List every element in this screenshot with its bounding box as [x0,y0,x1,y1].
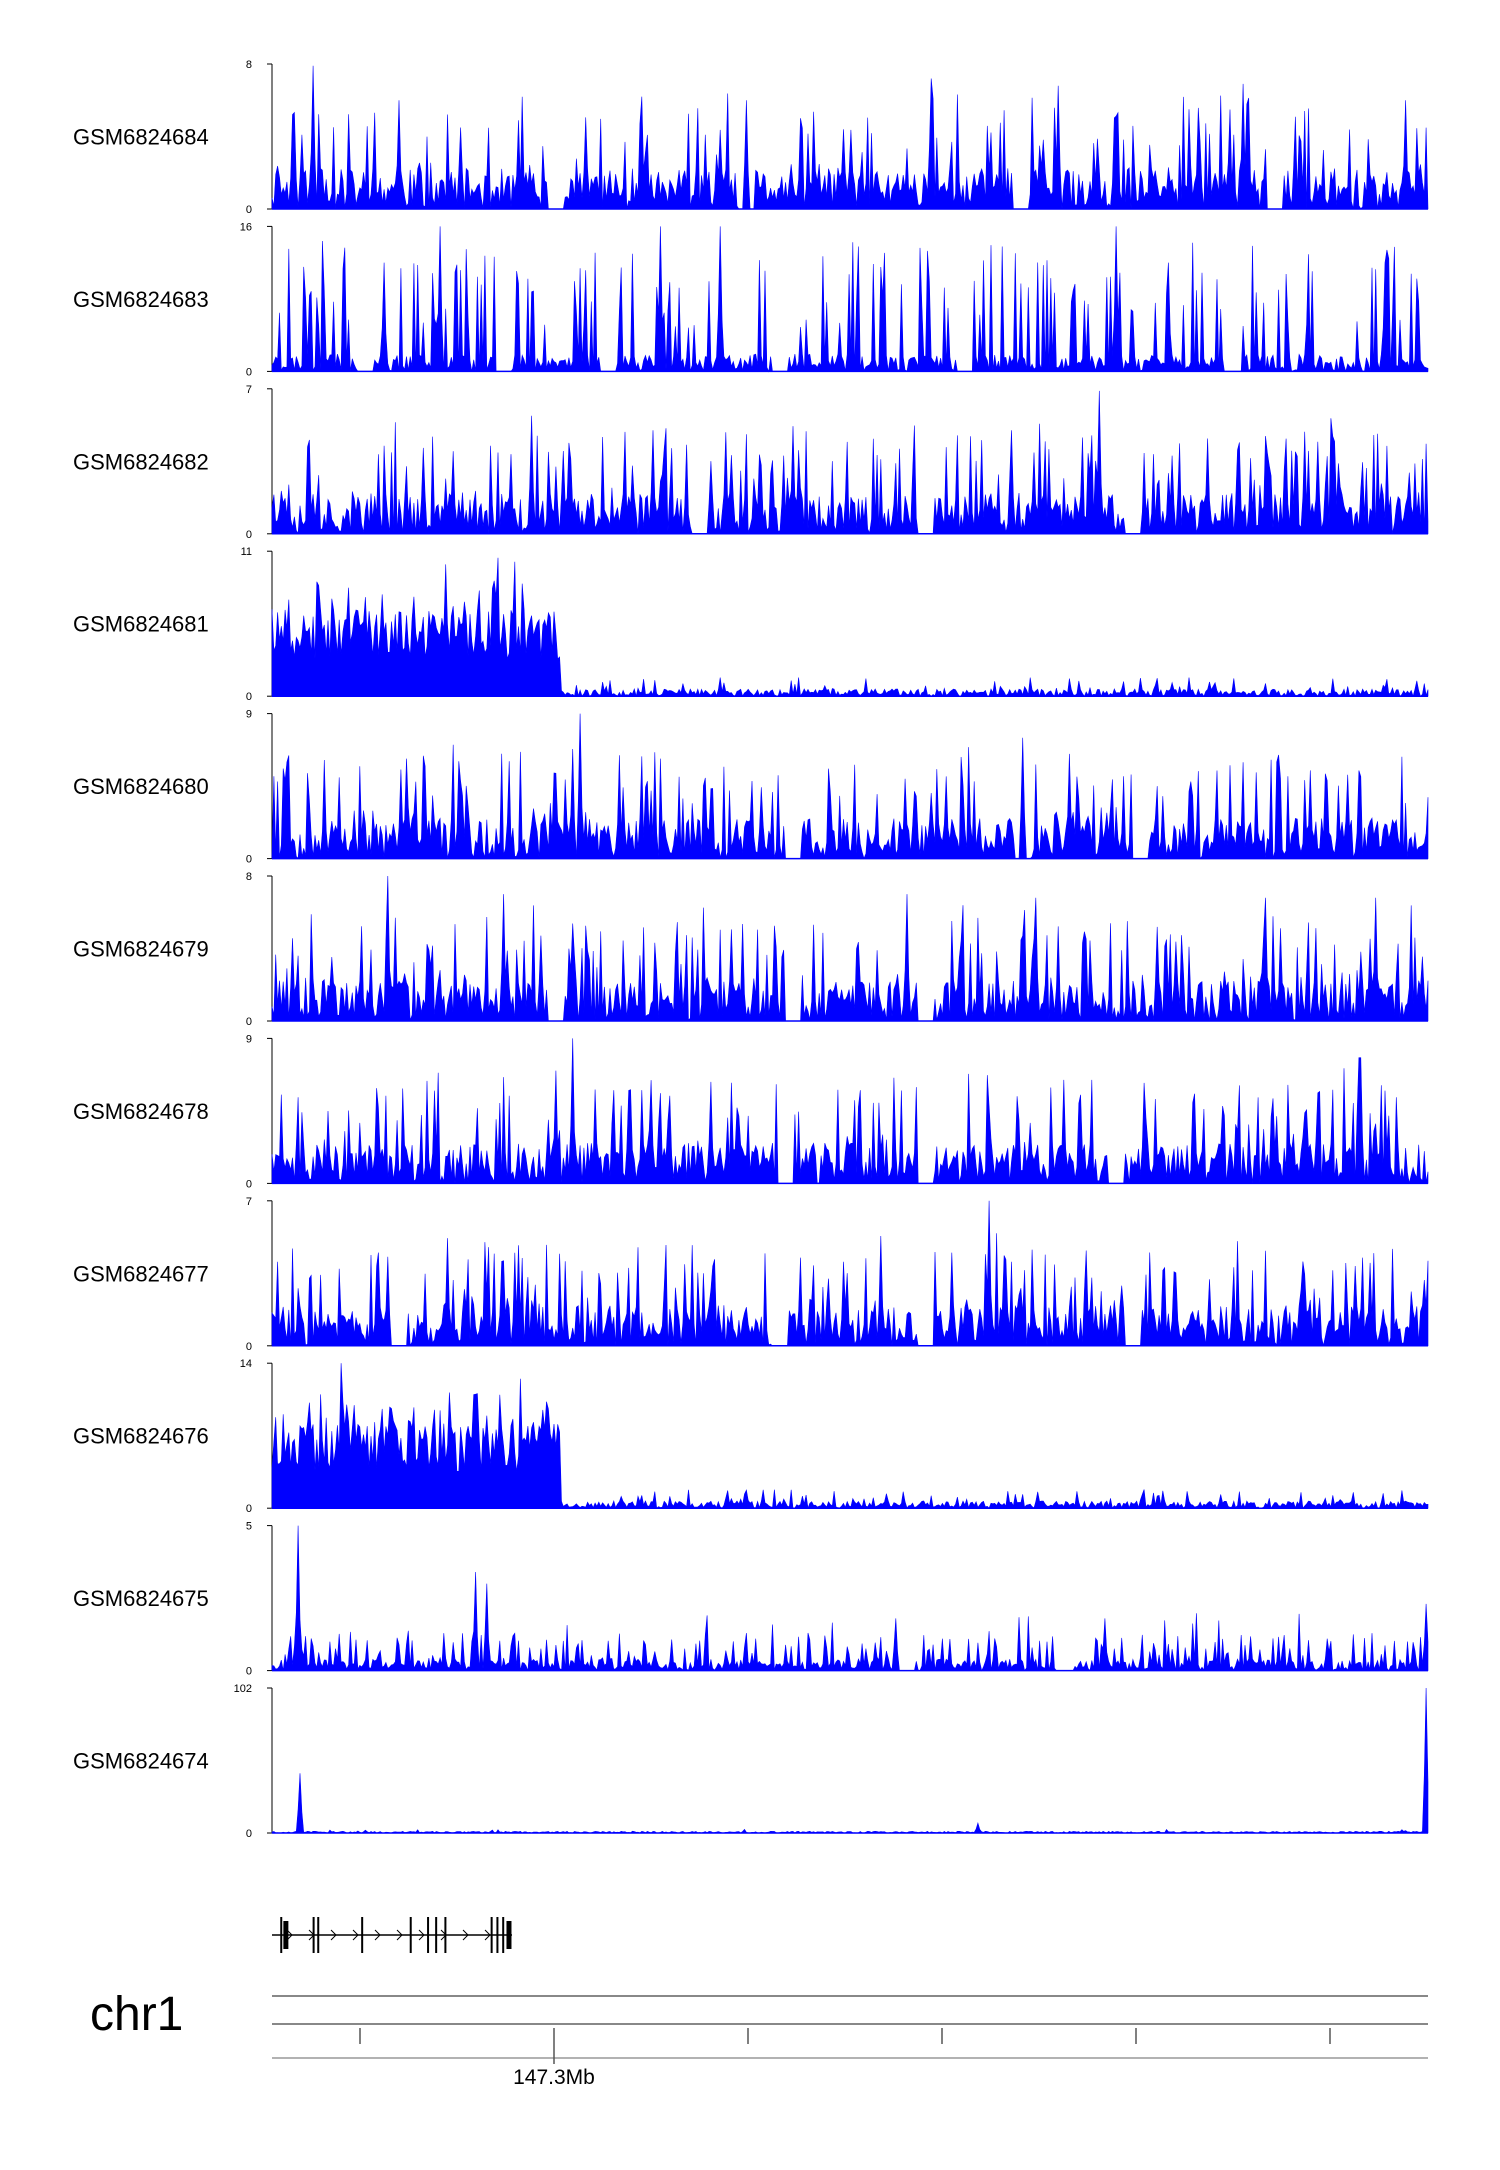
y-max-label: 7 [246,1196,252,1208]
signal-area [271,65,1429,210]
y-min-label: 0 [246,1016,252,1028]
track-GSM6824675: GSM6824675 5 0 [73,1521,1429,1678]
track-GSM6824684: GSM6824684 8 0 [73,59,1429,216]
y-min-label: 0 [246,1828,252,1840]
track-GSM6824682: GSM6824682 7 0 [73,384,1429,541]
signal-area [271,226,1429,373]
track-label: GSM6824681 [73,612,209,637]
track-label: GSM6824679 [73,937,209,962]
y-min-label: 0 [246,1341,252,1353]
exon-mark [317,1917,320,1953]
y-min-label: 0 [246,1666,252,1678]
y-min-label: 0 [246,1503,252,1515]
track-label: GSM6824680 [73,774,209,799]
y-max-label: 11 [241,546,252,558]
exon-mark [312,1917,315,1953]
signal-area [271,557,1429,698]
exon-mark [280,1917,283,1953]
signal-area [271,390,1429,535]
signal-area [271,1038,1429,1184]
exon-mark [361,1917,364,1953]
signal-area [271,1525,1429,1672]
track-GSM6824678: GSM6824678 9 0 [73,1033,1429,1190]
signal-area [271,713,1429,860]
signal-tracks: GSM682468480GSM6824683160GSM682468270GSM… [73,59,1429,1840]
track-GSM6824676: GSM6824676 14 0 [73,1358,1429,1515]
y-max-label: 9 [246,709,252,721]
signal-area [271,875,1429,1022]
y-max-label: 16 [240,221,252,233]
genomic-axis: 147.3Mb [272,2028,1428,2089]
y-max-label: 9 [246,1033,252,1045]
genomic-tick-label: 147.3Mb [513,2066,595,2089]
signal-area [271,1687,1429,1834]
y-max-label: 8 [246,871,252,883]
track-label: GSM6824684 [73,125,209,150]
strand-arrow [484,1929,491,1941]
strand-arrow [462,1929,469,1941]
y-min-label: 0 [246,854,252,866]
signal-area [271,1363,1429,1510]
track-GSM6824681: GSM6824681 11 0 [73,546,1429,703]
exon-mark [496,1917,499,1953]
y-max-label: 5 [246,1521,252,1533]
strand-arrow [418,1929,425,1941]
track-label: GSM6824682 [73,449,209,474]
track-label: GSM6824677 [73,1261,209,1286]
strand-arrow [352,1929,359,1941]
track-label: GSM6824683 [73,287,209,312]
track-GSM6824680: GSM6824680 9 0 [73,709,1429,866]
track-GSM6824679: GSM6824679 8 0 [73,871,1429,1028]
track-label: GSM6824676 [73,1424,209,1449]
track-label: GSM6824678 [73,1099,209,1124]
signal-area [271,1200,1429,1347]
exon-mark [283,1921,289,1949]
strand-arrow [396,1929,403,1941]
track-GSM6824677: GSM6824677 7 0 [73,1196,1429,1353]
y-min-label: 0 [246,1178,252,1190]
y-min-label: 0 [246,529,252,541]
y-max-label: 8 [246,59,252,71]
exon-mark [444,1917,447,1953]
chromosome-track: chr1 [90,1988,1428,2041]
track-label: GSM6824675 [73,1586,209,1611]
exon-mark [427,1917,430,1953]
strand-arrow [374,1929,381,1941]
track-label: GSM6824674 [73,1749,209,1774]
y-max-label: 102 [234,1683,252,1695]
y-max-label: 7 [246,384,252,396]
y-min-label: 0 [246,366,252,378]
y-min-label: 0 [246,204,252,216]
chromosome-label: chr1 [90,1988,183,2041]
strand-arrow [330,1929,337,1941]
strand-arrow [286,1929,293,1941]
y-max-label: 14 [240,1358,252,1370]
y-min-label: 0 [246,691,252,703]
gene-model-track [272,1917,512,1953]
exon-mark [409,1917,412,1953]
exon-mark [490,1917,493,1953]
exon-mark [506,1921,512,1949]
track-GSM6824674: GSM6824674 102 0 [73,1683,1429,1840]
exon-mark [502,1917,505,1953]
track-GSM6824683: GSM6824683 16 0 [73,221,1429,378]
exon-mark [435,1917,438,1953]
